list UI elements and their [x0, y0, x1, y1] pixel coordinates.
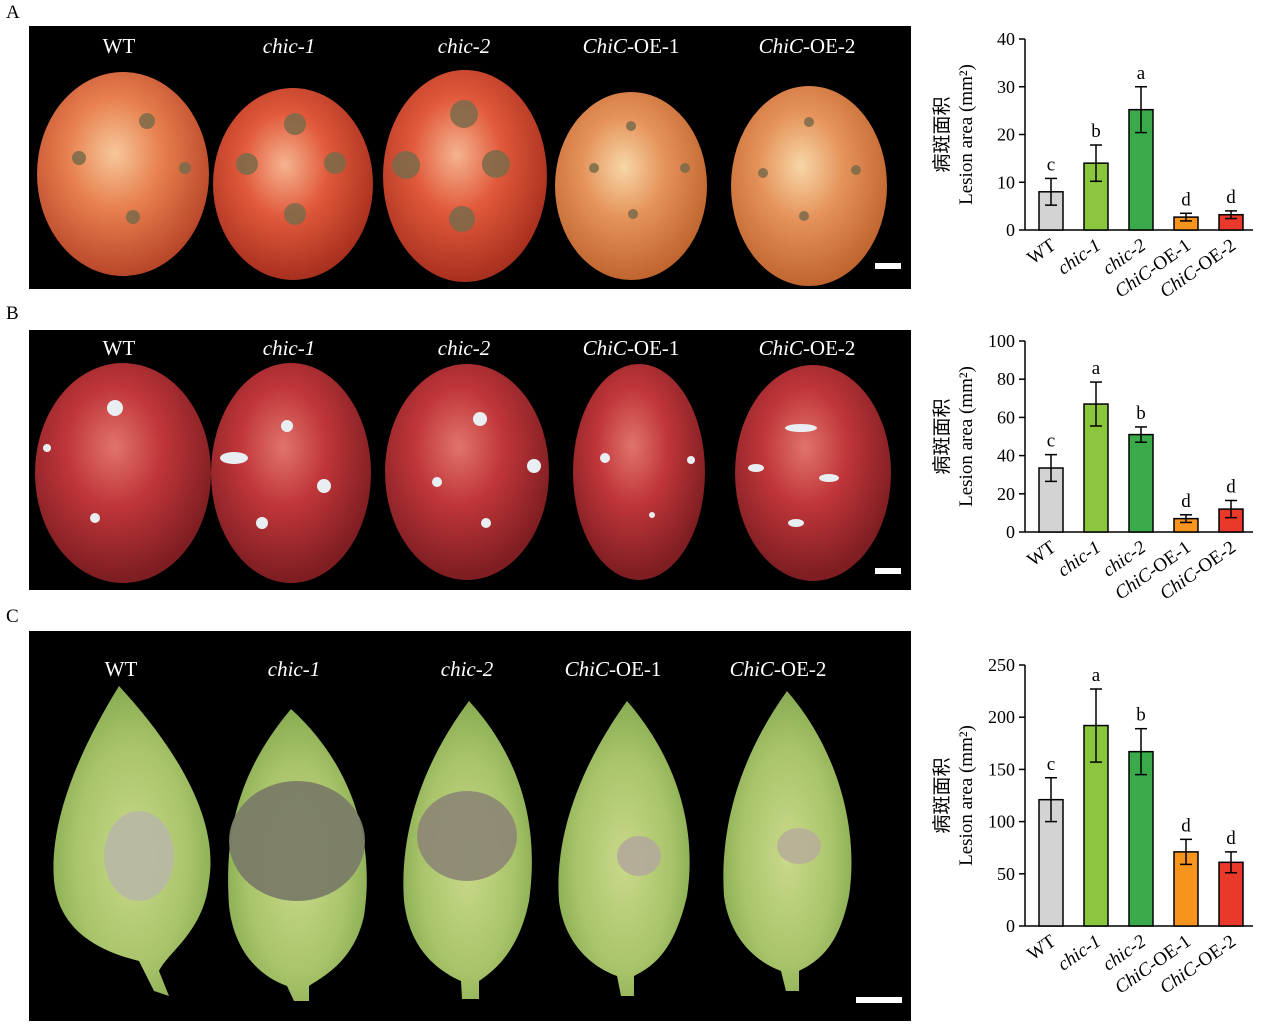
photo-label-chic-2: chic-2: [440, 657, 494, 681]
significance-letter: d: [1181, 189, 1191, 210]
photo-label-chic-1: chic-1: [262, 336, 316, 360]
y-tick-label: 100: [988, 812, 1015, 832]
panel-letter-a: A: [6, 2, 20, 23]
tomato-fruits-image-b: [35, 363, 891, 583]
y-tick-label: 0: [1006, 220, 1015, 240]
photo-panel-a: WT chic-1 chic-2 ChiC-OE-1 ChiC-OE-2: [29, 26, 911, 289]
y-tick-label: 50: [997, 864, 1015, 884]
bar: [1128, 750, 1154, 927]
significance-letter: c: [1047, 754, 1055, 775]
y-tick-label: 100: [988, 331, 1015, 351]
scale-bar: [875, 263, 901, 269]
significance-letter: b: [1091, 121, 1101, 142]
y-tick-label: 60: [997, 407, 1015, 427]
significance-letter: a: [1092, 358, 1101, 379]
significance-letter: d: [1181, 815, 1191, 836]
photo-label-chic-1: chic-1: [262, 34, 316, 58]
y-axis-title-en: Lesion area (mm²): [956, 64, 977, 205]
panel-letter-b: B: [6, 303, 19, 324]
bar: [1038, 798, 1064, 927]
y-axis-title-cn: 病斑面积: [931, 96, 953, 172]
y-tick-label: 40: [997, 29, 1015, 49]
x-tick-label: chic-1: [1054, 537, 1105, 581]
y-axis-title-cn: 病斑面积: [931, 398, 953, 474]
photo-label-chic-2: chic-2: [437, 34, 491, 58]
y-tick-label: 250: [988, 655, 1015, 675]
significance-letter: a: [1137, 63, 1146, 84]
y-tick-label: 10: [997, 172, 1015, 192]
y-tick-label: 200: [988, 707, 1015, 727]
significance-letter: c: [1047, 431, 1055, 452]
y-tick-label: 150: [988, 759, 1015, 779]
y-axis-title-en: Lesion area (mm²): [956, 366, 977, 507]
photo-label-chic-oe-1: ChiC-OE-1: [564, 657, 662, 681]
bar: [1128, 433, 1154, 533]
photo-label-chic-oe-2: ChiC-OE-2: [758, 34, 856, 58]
tomato-fruits-image-a: [37, 70, 887, 286]
photo-label-chic-1: chic-1: [267, 657, 321, 681]
photo-label-chic-oe-1: ChiC-OE-1: [582, 336, 680, 360]
photo-label-chic-oe-2: ChiC-OE-2: [729, 657, 827, 681]
y-tick-label: 40: [997, 446, 1015, 466]
photo-panel-c: WT chic-1 chic-2 ChiC-OE-1 ChiC-OE-2: [29, 631, 911, 1021]
significance-letter: b: [1136, 403, 1146, 424]
significance-letter: d: [1226, 187, 1236, 208]
tomato-leaves-image: [53, 686, 852, 1001]
photo-panel-b: WT chic-1 chic-2 ChiC-OE-1 ChiC-OE-2: [29, 330, 911, 590]
y-tick-label: 0: [1006, 522, 1015, 542]
significance-letter: d: [1181, 491, 1191, 512]
panel-letter-c: C: [6, 606, 19, 627]
y-axis-title-en: Lesion area (mm²): [956, 725, 977, 866]
significance-letter: c: [1047, 154, 1055, 175]
significance-letter: b: [1136, 705, 1146, 726]
y-axis-title-cn: 病斑面积: [931, 757, 953, 833]
photo-label-chic-2: chic-2: [437, 336, 491, 360]
y-tick-label: 0: [1006, 916, 1015, 936]
photo-label-wt: WT: [102, 336, 136, 360]
scale-bar: [856, 997, 902, 1003]
photo-label-wt: WT: [102, 34, 136, 58]
photo-label-chic-oe-1: ChiC-OE-1: [582, 34, 680, 58]
photo-label-chic-oe-2: ChiC-OE-2: [758, 336, 856, 360]
photo-label-wt: WT: [104, 657, 138, 681]
y-tick-label: 80: [997, 369, 1015, 389]
x-tick-label: chic-1: [1054, 235, 1105, 279]
significance-letter: a: [1092, 665, 1101, 686]
significance-letter: d: [1226, 828, 1236, 849]
y-tick-label: 20: [997, 484, 1015, 504]
significance-letter: d: [1226, 476, 1236, 497]
y-tick-label: 30: [997, 77, 1015, 97]
y-tick-label: 20: [997, 125, 1015, 145]
x-tick-label: chic-1: [1054, 931, 1105, 975]
scale-bar: [875, 568, 901, 574]
